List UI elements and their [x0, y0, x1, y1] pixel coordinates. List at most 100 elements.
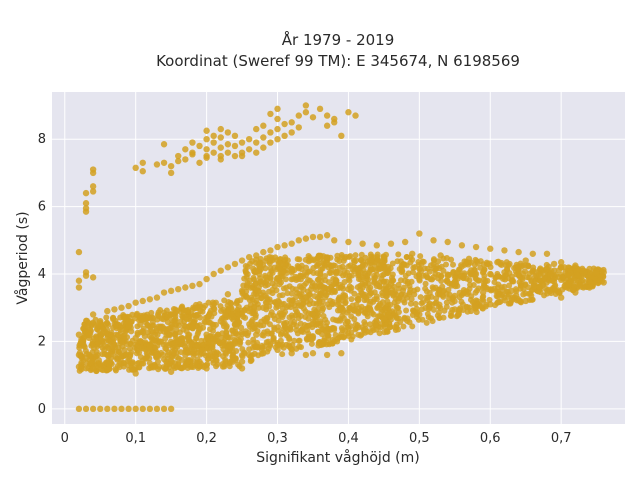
data-point-dense: [103, 314, 110, 321]
data-point: [323, 112, 331, 119]
data-point: [281, 132, 288, 140]
data-point-dense: [336, 258, 343, 265]
data-point-dense: [126, 356, 133, 363]
data-point-dense: [438, 273, 445, 280]
data-point: [472, 243, 480, 251]
data-point: [309, 333, 317, 340]
data-point: [487, 270, 494, 278]
data-point-dense: [455, 310, 462, 317]
data-point-dense: [355, 331, 362, 338]
data-point: [302, 294, 310, 301]
data-point-dense: [182, 323, 189, 330]
data-point: [132, 334, 139, 342]
data-point-dense: [575, 267, 582, 274]
data-point-dense: [266, 321, 273, 328]
data-point-dense: [414, 286, 421, 293]
data-point-dense: [565, 272, 572, 279]
data-point: [323, 260, 331, 268]
data-point: [139, 168, 146, 175]
data-point-dense: [540, 270, 547, 277]
data-point-dense: [453, 269, 460, 276]
data-point: [274, 243, 281, 251]
data-point-dense: [172, 365, 179, 372]
x-tick-label: 0,7: [551, 431, 572, 446]
data-point-dense: [310, 270, 317, 277]
data-point-dense: [127, 341, 134, 348]
data-point: [82, 269, 90, 276]
data-point-dense: [407, 259, 414, 266]
data-point: [331, 237, 338, 244]
data-point-dense: [429, 301, 436, 308]
data-point-dense: [389, 260, 396, 267]
data-point-dense: [436, 265, 443, 272]
x-tick-label: 0,3: [267, 431, 288, 446]
data-point: [224, 264, 232, 271]
chart-title: År 1979 - 2019: [282, 30, 395, 49]
x-axis-title: Signifikant våghöjd (m): [256, 449, 419, 466]
data-point: [536, 284, 544, 291]
data-point-dense: [525, 284, 532, 291]
data-point-dense: [104, 335, 111, 342]
data-point: [373, 242, 380, 249]
data-point-dense: [406, 319, 413, 326]
data-point-dense: [458, 262, 465, 269]
data-point-dense: [430, 256, 437, 263]
data-point: [274, 105, 281, 113]
data-point-dense: [310, 318, 317, 325]
data-point: [196, 159, 203, 166]
data-point-dense: [367, 307, 374, 314]
data-point: [323, 122, 331, 129]
data-point: [82, 200, 90, 207]
data-point-dense: [258, 342, 265, 349]
data-point: [217, 144, 224, 151]
data-point-dense: [155, 313, 162, 320]
data-point: [487, 245, 494, 252]
data-point-dense: [223, 333, 230, 340]
data-point-dense: [513, 261, 520, 268]
data-point: [75, 284, 83, 291]
data-point: [274, 341, 281, 348]
data-point: [557, 259, 565, 266]
data-point-dense: [287, 319, 294, 326]
data-point-dense: [213, 333, 220, 340]
data-point-dense: [177, 318, 184, 325]
data-point-dense: [218, 334, 225, 341]
data-point-dense: [409, 269, 416, 276]
data-point-dense: [83, 317, 90, 324]
x-tick-label: 0,1: [125, 431, 146, 446]
data-point-dense: [233, 300, 240, 307]
data-point-dense: [403, 253, 410, 260]
data-point-dense: [448, 256, 455, 263]
data-point: [111, 334, 118, 342]
data-point: [316, 233, 324, 241]
data-point: [522, 257, 529, 264]
data-point: [82, 208, 90, 215]
data-point-dense: [368, 290, 375, 297]
data-point: [274, 135, 281, 143]
data-point-dense: [422, 280, 429, 287]
data-point: [600, 279, 607, 286]
data-point: [380, 316, 388, 323]
data-point: [167, 169, 175, 177]
data-point-dense: [193, 335, 200, 342]
data-point-dense: [243, 269, 250, 276]
data-point: [302, 235, 310, 242]
data-point-dense: [257, 263, 264, 270]
data-point: [210, 132, 217, 140]
data-point: [267, 274, 274, 281]
data-point: [288, 119, 295, 126]
data-point-dense: [144, 322, 151, 329]
data-point-dense: [106, 361, 113, 368]
data-point: [508, 287, 515, 295]
data-point: [189, 324, 196, 332]
data-point: [302, 109, 310, 116]
data-point-dense: [446, 291, 453, 298]
data-point: [224, 149, 232, 156]
data-point-dense: [259, 331, 266, 338]
data-point-dense: [242, 314, 249, 321]
data-point-dense: [231, 340, 238, 347]
data-point-dense: [282, 309, 289, 316]
data-point: [89, 274, 97, 281]
data-point-dense: [408, 296, 415, 303]
data-point-dense: [227, 344, 234, 351]
